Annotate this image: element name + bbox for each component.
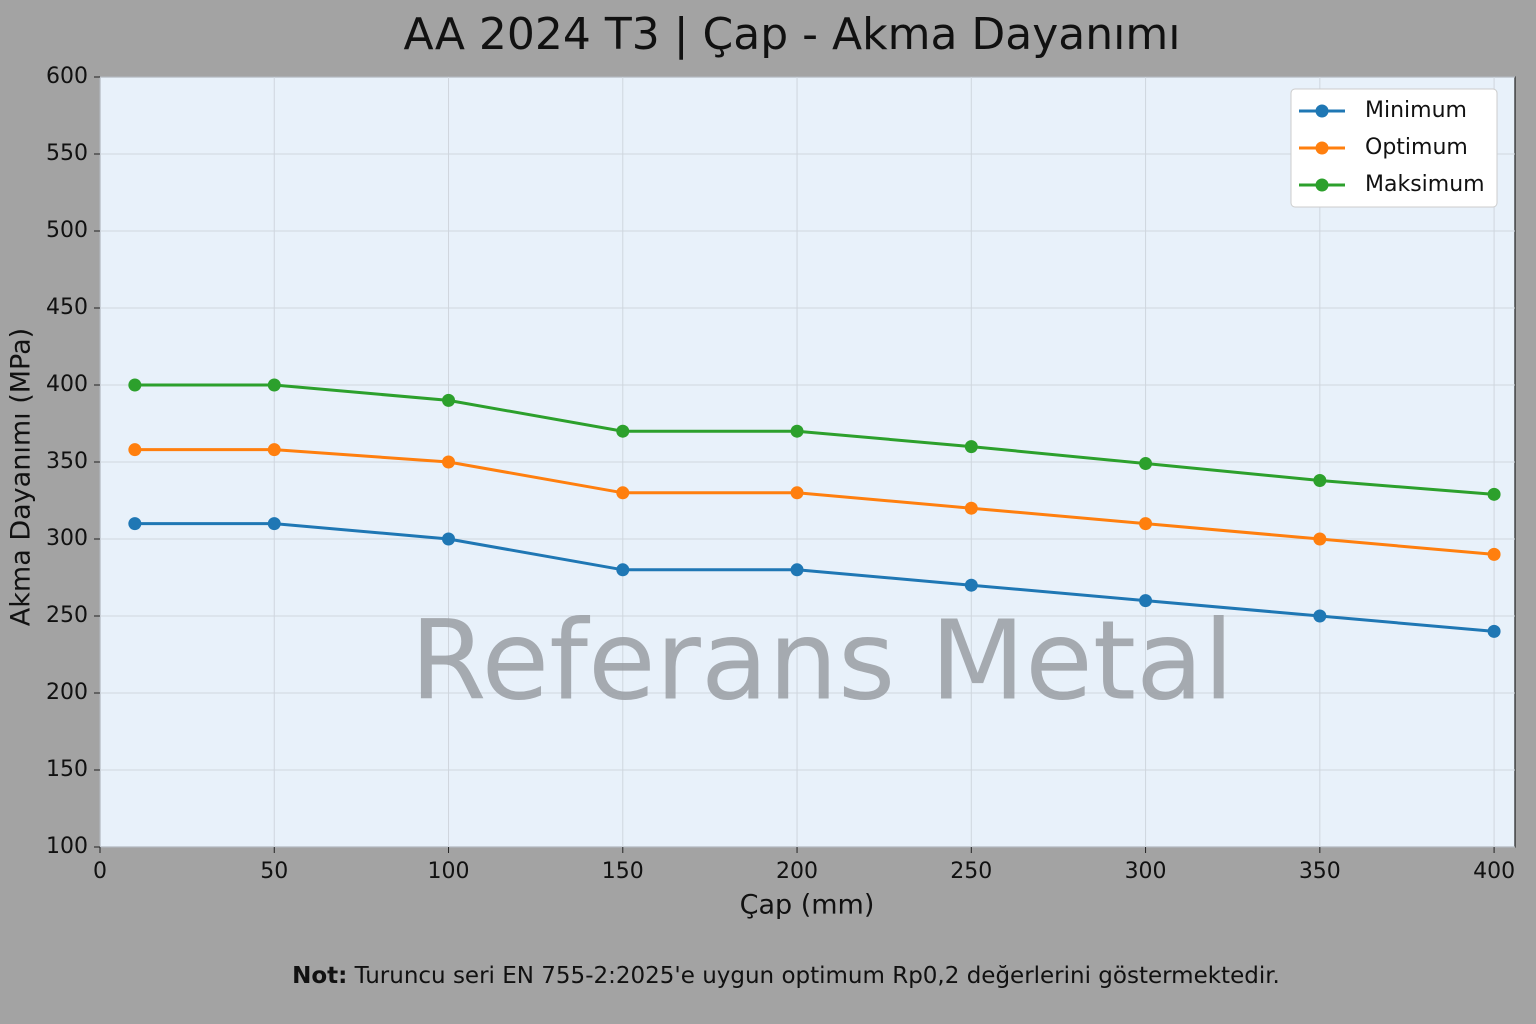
data-point (790, 563, 804, 577)
data-point (790, 424, 804, 438)
note: Not: Turuncu seri EN 755-2:2025'e uygun … (292, 963, 1280, 989)
data-point (442, 532, 456, 546)
x-tick-label: 200 (776, 859, 818, 884)
data-point (1313, 473, 1327, 487)
chart-title: AA 2024 T3 | Çap - Akma Dayanımı (404, 9, 1181, 60)
legend-label: Maksimum (1365, 172, 1485, 197)
data-point (616, 563, 630, 577)
x-tick-label: 250 (950, 859, 992, 884)
data-point (267, 378, 281, 392)
y-tick-label: 600 (46, 64, 88, 89)
legend-marker (1315, 141, 1329, 155)
data-point (1313, 609, 1327, 623)
watermark: Referans Metal (410, 596, 1234, 724)
data-point (616, 486, 630, 500)
x-tick-label: 50 (260, 859, 288, 884)
data-point (964, 440, 978, 454)
data-point (1487, 624, 1501, 638)
y-tick-label: 450 (46, 295, 88, 320)
x-tick-label: 100 (428, 859, 470, 884)
data-point (267, 443, 281, 457)
x-axis-label: Çap (mm) (740, 890, 875, 921)
legend-marker (1315, 178, 1329, 192)
y-tick-label: 250 (46, 603, 88, 628)
data-point (128, 378, 142, 392)
data-point (964, 501, 978, 515)
legend-marker (1315, 104, 1329, 118)
x-tick-label: 300 (1125, 859, 1167, 884)
data-point (442, 455, 456, 469)
data-point (1487, 487, 1501, 501)
data-point (1139, 457, 1153, 471)
data-point (790, 486, 804, 500)
x-tick-label: 0 (93, 859, 107, 884)
data-point (1313, 532, 1327, 546)
legend-box (1290, 88, 1498, 208)
data-point (964, 578, 978, 592)
x-tick-label: 400 (1473, 859, 1515, 884)
y-tick-label: 550 (46, 141, 88, 166)
data-point (616, 424, 630, 438)
y-tick-label: 500 (46, 218, 88, 243)
x-tick-label: 350 (1299, 859, 1341, 884)
legend-label: Minimum (1365, 98, 1467, 123)
data-point (128, 517, 142, 531)
data-point (1139, 594, 1153, 608)
y-tick-label: 200 (46, 680, 88, 705)
x-tick-label: 150 (602, 859, 644, 884)
data-point (128, 443, 142, 457)
y-tick-label: 400 (46, 372, 88, 397)
data-point (1139, 517, 1153, 531)
data-point (1487, 547, 1501, 561)
y-tick-label: 350 (46, 449, 88, 474)
y-tick-label: 300 (46, 526, 88, 551)
data-point (267, 517, 281, 531)
y-tick-label: 150 (46, 757, 88, 782)
y-axis-label: Akma Dayanımı (MPa) (6, 328, 37, 626)
y-tick-label: 100 (46, 834, 88, 859)
legend-label: Optimum (1365, 135, 1468, 160)
note-label: Not: (292, 963, 347, 989)
note-text: Turuncu seri EN 755-2:2025'e uygun optim… (354, 963, 1280, 989)
data-point (442, 393, 456, 407)
